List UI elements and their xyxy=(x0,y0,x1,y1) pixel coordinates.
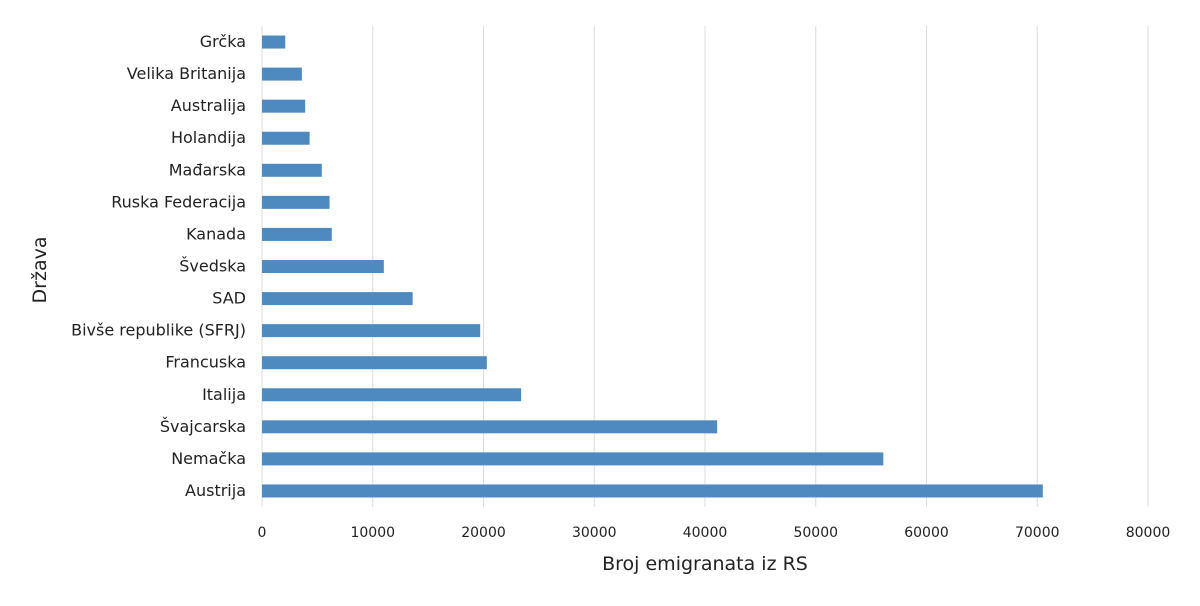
bar xyxy=(262,484,1043,498)
category-label: Australija xyxy=(171,96,246,115)
category-label: Ruska Federacija xyxy=(111,192,246,211)
category-label: Francuska xyxy=(165,353,246,372)
bar xyxy=(262,131,310,145)
x-tick-label: 60000 xyxy=(904,525,949,541)
bar xyxy=(262,452,884,466)
category-label: SAD xyxy=(212,289,246,308)
x-tick-label: 50000 xyxy=(793,525,838,541)
bar xyxy=(262,195,330,209)
x-tick-label: 10000 xyxy=(350,525,395,541)
x-tick-label: 40000 xyxy=(683,525,728,541)
category-labels: Grčka Velika Britanija Australija Holandija… xyxy=(71,32,246,500)
bar xyxy=(262,388,522,402)
bar xyxy=(262,99,306,113)
category-label: Grčka xyxy=(200,32,246,51)
x-tick-label: 30000 xyxy=(572,525,617,541)
x-axis-title: Broj emigranata iz RS xyxy=(602,553,808,575)
category-label: Holandija xyxy=(171,128,246,147)
category-label: Velika Britanija xyxy=(127,64,246,83)
x-tick-label: 70000 xyxy=(1015,525,1060,541)
bar xyxy=(262,324,481,338)
x-tick-label: 20000 xyxy=(461,525,506,541)
bar xyxy=(262,67,302,81)
bar xyxy=(262,227,332,241)
bar xyxy=(262,260,384,273)
bars xyxy=(262,35,1043,498)
category-label: Italija xyxy=(202,385,246,404)
bar xyxy=(262,163,322,177)
grid xyxy=(261,26,1149,507)
category-label: Kanada xyxy=(186,224,246,243)
category-label: Mađarska xyxy=(169,160,246,179)
y-axis-title: Država xyxy=(29,237,51,304)
category-label: Bivše republike (SFRJ) xyxy=(71,321,246,340)
x-tick-labels: 0 10000 20000 30000 40000 50000 60000 70000 8000… xyxy=(258,525,1171,541)
x-tick-label: 0 xyxy=(258,525,267,541)
bar xyxy=(262,292,413,306)
bar xyxy=(262,420,718,434)
bar xyxy=(262,356,487,370)
x-tick-label: 80000 xyxy=(1126,525,1171,541)
bar xyxy=(262,35,286,49)
category-label: Švedska xyxy=(179,257,246,276)
category-label: Švajcarska xyxy=(160,417,246,436)
category-label: Austrija xyxy=(185,481,246,500)
category-label: Nemačka xyxy=(171,449,246,468)
